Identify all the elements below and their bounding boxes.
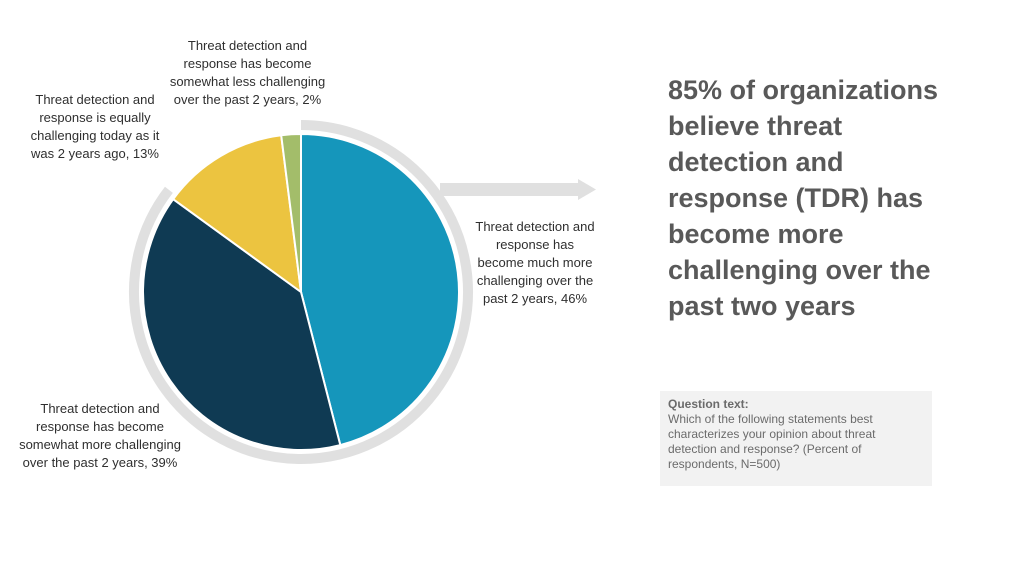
question-box: Question text: Which of the following st… [660,391,932,486]
pie-slice-equally [171,134,303,295]
pie-slice-somewhat-more [142,197,342,451]
question-text: Which of the following statements best c… [668,412,876,471]
slice-label-much-more: Threat detection and response has become… [475,219,595,306]
slice-label-equally: Threat detection and response is equally… [30,92,160,161]
arrow-shaft [440,183,582,196]
pie-slice-much-more [300,132,460,447]
question-title: Question text: [668,397,749,411]
arrow-head [578,179,596,200]
slice-label-somewhat-less: Threat detection and response has become… [169,38,326,107]
headline: 85% of organizations believe threat dete… [668,75,939,321]
highlight-ring [129,120,473,464]
pie-slice-somewhat-less [280,132,302,293]
slice-label-somewhat-more: Threat detection and response has become… [19,401,181,470]
